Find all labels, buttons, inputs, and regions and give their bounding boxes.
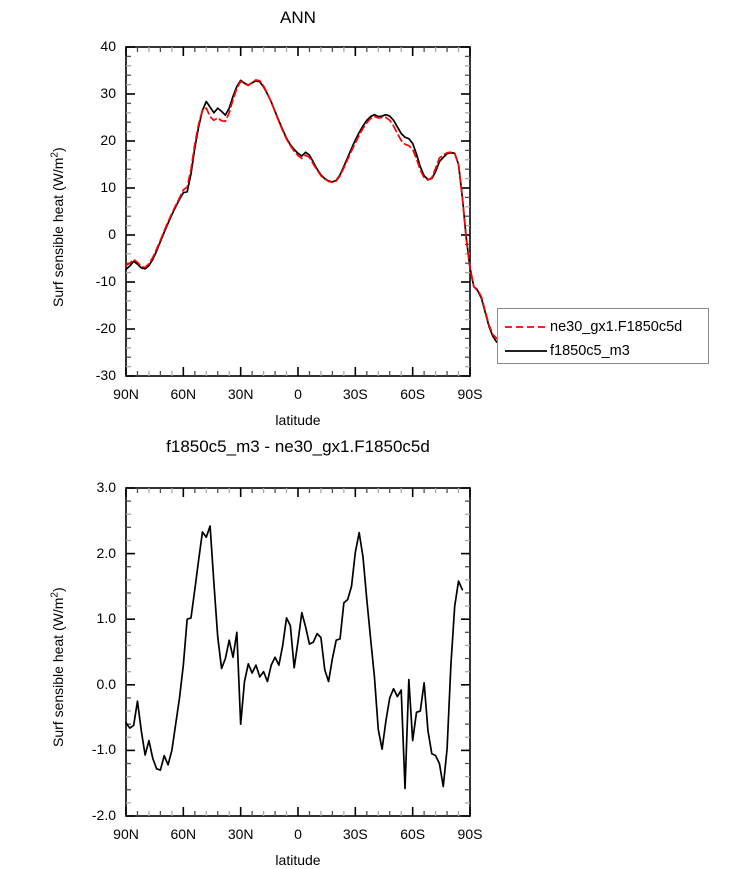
legend-label: f1850c5_m3 [550, 343, 630, 359]
legend-label: ne30_gx1.F1850c5d [550, 319, 683, 335]
x-tick-label: 30S [342, 386, 368, 402]
y-tick-label: -2.0 [91, 807, 116, 823]
x-tick-label: 60N [170, 826, 197, 842]
chart-title: f1850c5_m3 - ne30_gx1.F1850c5d [166, 437, 430, 456]
x-tick-label: 90N [113, 386, 139, 402]
y-tick-label: -10 [95, 273, 116, 289]
y-axis-label: Surf sensible heat (W/m2) [49, 587, 66, 747]
y-tick-label: 3.0 [96, 479, 116, 495]
x-axis-label: latitude [275, 852, 321, 868]
x-tick-label: 90N [113, 826, 139, 842]
legend-dashed-line-icon [504, 321, 548, 333]
y-tick-label: -1.0 [91, 741, 116, 758]
y-tick-label: -30 [95, 367, 116, 383]
x-tick-label: 90S [457, 826, 483, 842]
y-tick-label: 2.0 [96, 544, 116, 561]
legend-item[interactable]: ne30_gx1.F1850c5d [504, 315, 700, 339]
y-tick-label: 10 [100, 179, 116, 195]
x-tick-label: 30N [227, 386, 254, 402]
x-tick-label: 60S [400, 386, 426, 402]
chart-title: ANN [280, 8, 316, 27]
y-tick-label: 1.0 [96, 610, 116, 627]
x-tick-label: 30S [342, 826, 368, 842]
x-axis-label: latitude [275, 412, 321, 428]
x-tick-label: 60S [400, 826, 426, 842]
x-tick-label: 60N [170, 386, 197, 402]
y-tick-label: -20 [95, 320, 116, 336]
series-line [125, 525, 464, 790]
x-tick-label: 90S [457, 386, 483, 402]
x-tick-label: 30N [227, 826, 254, 842]
x-tick-label: 0 [294, 826, 302, 842]
y-tick-label: 0 [108, 226, 116, 242]
plot-area [125, 46, 513, 377]
y-tick-label: 40 [100, 38, 116, 54]
legend: ne30_gx1.F1850c5d f1850c5_m3 [497, 308, 709, 364]
y-tick-label: 0.0 [96, 675, 116, 692]
series-line [125, 79, 513, 341]
legend-solid-line-icon [504, 345, 548, 357]
y-tick-label: 30 [100, 85, 116, 101]
legend-item[interactable]: f1850c5_m3 [504, 339, 700, 363]
y-tick-label: 20 [100, 132, 116, 148]
x-tick-label: 0 [294, 386, 302, 402]
